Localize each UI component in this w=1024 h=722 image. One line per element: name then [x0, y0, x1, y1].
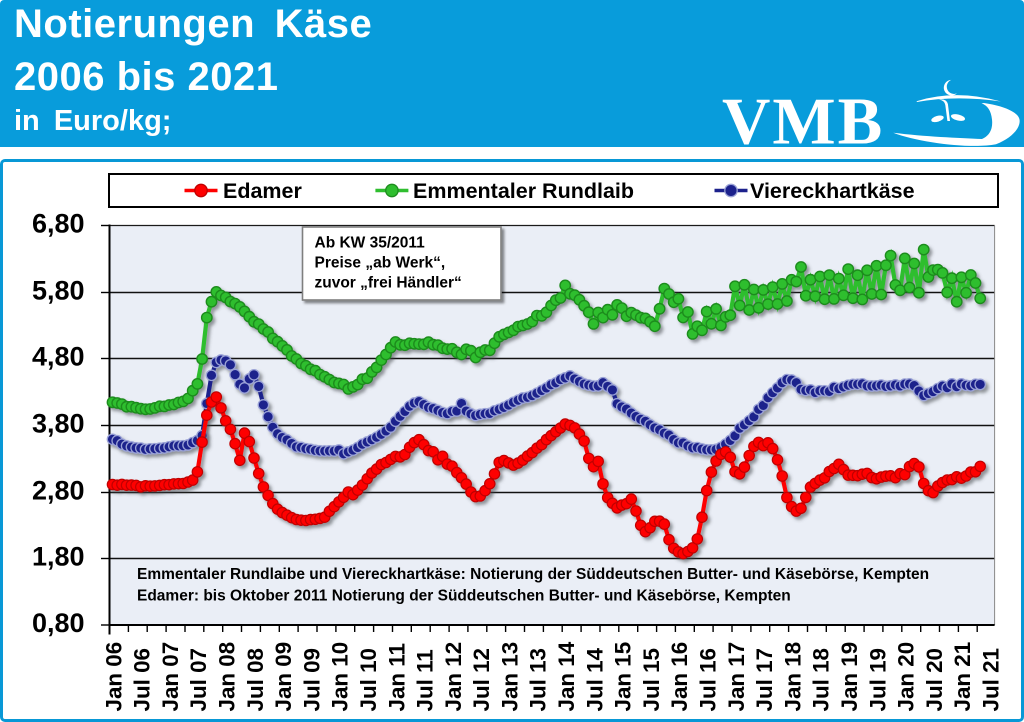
svg-text:Jul 21: Jul 21 — [979, 648, 1004, 711]
svg-text:Jan 10: Jan 10 — [328, 642, 353, 712]
svg-text:Jul 06: Jul 06 — [130, 648, 155, 711]
svg-text:Edamer: bis Oktober 2011 Notie: Edamer: bis Oktober 2011 Notierung der S… — [137, 588, 791, 605]
svg-text:Jul 16: Jul 16 — [696, 648, 721, 711]
svg-text:Jul 13: Jul 13 — [526, 648, 551, 711]
svg-text:Jan 11: Jan 11 — [384, 643, 409, 711]
svg-text:Jul 11: Jul 11 — [413, 649, 438, 711]
svg-text:zuvor „frei Händler“: zuvor „frei Händler“ — [315, 275, 462, 292]
svg-text:Jul 12: Jul 12 — [469, 648, 494, 711]
svg-text:Emmentaler Rundlaib: Emmentaler Rundlaib — [413, 179, 634, 203]
svg-text:4,80: 4,80 — [32, 342, 85, 372]
svg-text:Jul 14: Jul 14 — [582, 647, 607, 711]
svg-text:Jan 18: Jan 18 — [780, 642, 805, 712]
svg-text:Jul 20: Jul 20 — [922, 648, 947, 711]
svg-text:Jan 07: Jan 07 — [158, 642, 183, 712]
svg-text:Emmentaler Rundlaibe und Viere: Emmentaler Rundlaibe und Viereckhartkäse… — [137, 566, 929, 583]
svg-text:Jan 09: Jan 09 — [271, 642, 296, 712]
svg-text:VMB: VMB — [722, 85, 884, 159]
svg-text:Jul 17: Jul 17 — [752, 648, 777, 711]
svg-text:Jan 08: Jan 08 — [215, 642, 240, 712]
svg-text:Jul 07: Jul 07 — [186, 648, 211, 711]
svg-text:Jan 21: Jan 21 — [950, 642, 975, 712]
svg-text:Jul 09: Jul 09 — [299, 648, 324, 711]
svg-text:Viereckhartkäse: Viereckhartkäse — [750, 179, 915, 203]
svg-text:Preise „ab Werk“,: Preise „ab Werk“, — [315, 255, 446, 272]
svg-text:Jul 10: Jul 10 — [356, 648, 381, 711]
svg-text:Jan 20: Jan 20 — [894, 642, 919, 712]
svg-text:Jan 17: Jan 17 — [724, 642, 749, 712]
svg-text:Jan 19: Jan 19 — [837, 642, 862, 712]
svg-text:Jul 19: Jul 19 — [865, 648, 890, 711]
svg-text:Jul 08: Jul 08 — [243, 648, 268, 711]
svg-text:Jan 06: Jan 06 — [101, 642, 126, 712]
svg-text:6,80: 6,80 — [32, 209, 85, 239]
svg-text:2,80: 2,80 — [32, 476, 85, 506]
svg-text:Jul 15: Jul 15 — [639, 648, 664, 711]
svg-text:Jan 12: Jan 12 — [441, 642, 466, 712]
svg-text:Jan 15: Jan 15 — [611, 642, 636, 712]
svg-text:1,80: 1,80 — [32, 542, 85, 572]
svg-text:Edamer: Edamer — [223, 179, 303, 203]
svg-text:Jul 18: Jul 18 — [809, 648, 834, 711]
svg-text:Ab KW 35/2011: Ab KW 35/2011 — [315, 235, 426, 252]
svg-text:5,80: 5,80 — [32, 276, 85, 306]
svg-text:3,80: 3,80 — [32, 409, 85, 439]
svg-text:0,80: 0,80 — [32, 608, 85, 638]
svg-text:Jan 13: Jan 13 — [497, 642, 522, 712]
svg-text:Jan 14: Jan 14 — [554, 641, 579, 711]
svg-text:Jan 16: Jan 16 — [667, 642, 692, 712]
